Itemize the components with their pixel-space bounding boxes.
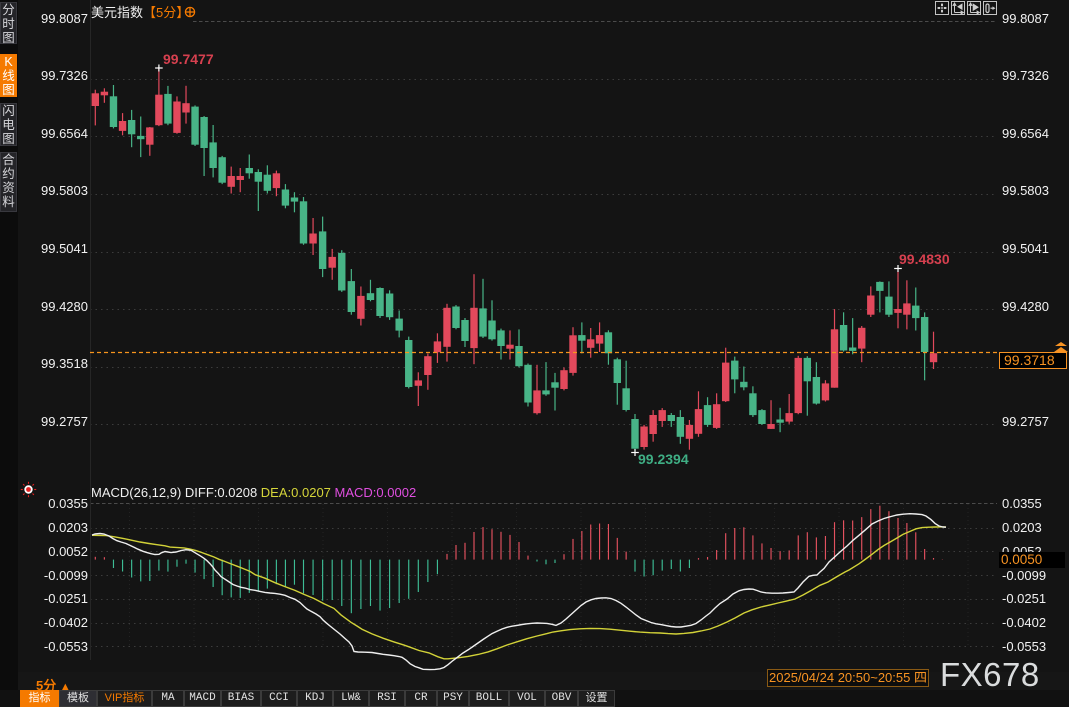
svg-text:99.2394: 99.2394 xyxy=(638,451,689,467)
svg-text:99.7477: 99.7477 xyxy=(163,51,214,67)
svg-text:99.4830: 99.4830 xyxy=(899,251,950,267)
